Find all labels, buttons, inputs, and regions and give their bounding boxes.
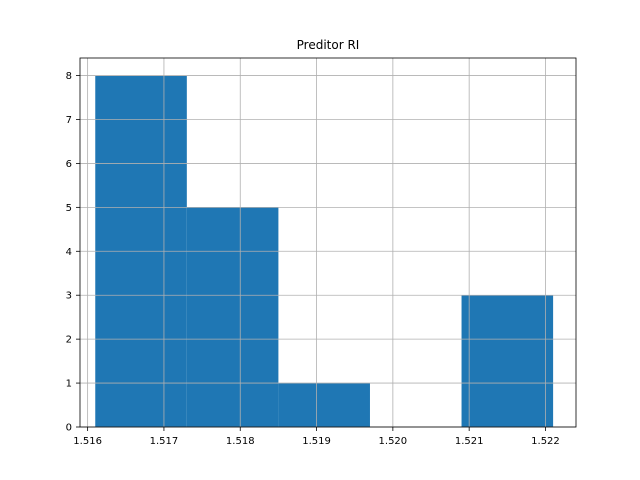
x-tick-label: 1.518 (226, 436, 255, 447)
y-tick-label: 6 (66, 159, 72, 170)
y-tick-label: 5 (66, 203, 72, 214)
x-axis-ticks: 1.516 1.517 1.518 1.519 1.520 1.521 1.522 (73, 427, 560, 447)
grid-lines (80, 58, 576, 428)
histogram-bar (186, 207, 279, 427)
x-tick-label: 1.522 (531, 436, 560, 447)
axes-frame (79, 57, 577, 428)
y-tick-label: 7 (66, 115, 72, 126)
x-tick-label: 1.519 (302, 436, 331, 447)
y-tick-label: 0 (66, 423, 72, 434)
y-tick-label: 2 (66, 335, 72, 346)
y-tick-label: 1 (66, 379, 72, 390)
x-tick-label: 1.521 (455, 436, 484, 447)
y-axis-ticks: 0 1 2 3 4 5 6 7 8 (66, 71, 80, 434)
histogram-bar (461, 295, 554, 427)
x-tick-label: 1.516 (73, 436, 102, 447)
y-tick-label: 4 (66, 247, 72, 258)
y-tick-label: 8 (66, 71, 72, 82)
plot-frame (79, 57, 577, 428)
x-tick-label: 1.520 (379, 436, 408, 447)
histogram-bar (278, 383, 370, 427)
y-tick-label: 3 (66, 291, 72, 302)
x-tick-label: 1.517 (150, 436, 179, 447)
chart-title: Preditor RI (297, 38, 360, 52)
